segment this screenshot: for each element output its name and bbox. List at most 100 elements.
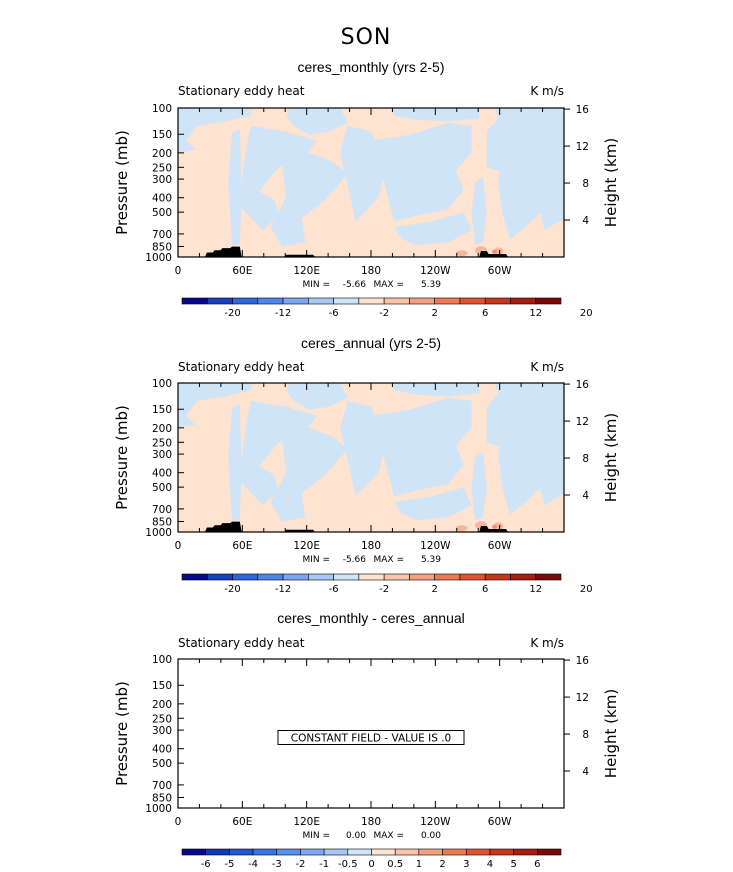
- panel-1: ceres_monthly (yrs 2-5) Stationary eddy h…: [113, 59, 620, 319]
- pressure-tick-label: 100: [152, 654, 172, 666]
- max-value: 5.39: [421, 555, 441, 565]
- colorbar-swatch: [459, 297, 486, 305]
- x-tick-label: 180: [361, 540, 381, 552]
- height-tick-label: 12: [576, 141, 589, 153]
- colorbar-swatch: [276, 848, 301, 856]
- negative-region-12: [498, 152, 541, 240]
- negative-region-6: [239, 400, 317, 506]
- pressure-tick-label: 150: [152, 129, 172, 141]
- colorbar-label: 20: [580, 308, 593, 319]
- colorbar-label: -2: [379, 584, 389, 595]
- colorbar-label: 0.5: [387, 859, 403, 870]
- colorbar-label: -6: [329, 308, 339, 319]
- x-tick-label: 0: [175, 816, 182, 828]
- colorbar-swatch: [347, 848, 372, 856]
- colorbar-label: -0.5: [338, 859, 358, 870]
- min-value: 0.00: [346, 831, 366, 841]
- right-axis-label: Height (km): [602, 689, 620, 778]
- height-tick-label: 8: [582, 729, 589, 741]
- colorbar-swatch: [181, 297, 208, 305]
- pressure-tick-label: 500: [152, 207, 172, 219]
- page-title: SON: [341, 25, 392, 50]
- colorbar-label: 3: [463, 859, 469, 870]
- right-string: K m/s: [530, 84, 564, 98]
- negative-region-11: [471, 451, 487, 521]
- negative-region-11: [471, 176, 487, 246]
- colorbar: -20 -12 -6 -2 2 6 12 20: [181, 573, 593, 595]
- topography-andes: [479, 526, 508, 532]
- negative-region-2: [286, 383, 348, 410]
- max-value: 0.00: [421, 831, 441, 841]
- negative-region-10: [394, 212, 472, 246]
- colorbar-label: 20: [580, 584, 593, 595]
- y-axis-label: Pressure (mb): [113, 681, 131, 786]
- pressure-tick-label: 400: [152, 468, 172, 480]
- negative-region-7: [270, 152, 348, 247]
- negative-region-2: [286, 108, 348, 135]
- pressure-tick-label: 100: [152, 378, 172, 390]
- colorbar-label: 5: [510, 859, 516, 870]
- height-tick-label: 12: [576, 416, 589, 428]
- topography-asia: [205, 246, 242, 257]
- min-value: -5.66: [343, 555, 367, 565]
- pressure-tick-label: 200: [152, 699, 172, 711]
- height-tick-label: 4: [582, 766, 589, 778]
- pressure-tick-label: 850: [152, 792, 172, 804]
- pressure-tick-label: 700: [152, 504, 172, 516]
- height-tick-label: 16: [576, 655, 590, 667]
- y-axis-label: Pressure (mb): [113, 130, 131, 235]
- colorbar: -6 -5 -4 -3 -2 -1 -0.5 0 0.5 1 2 3 4 5 6: [181, 848, 562, 870]
- right-axis-label: Height (km): [602, 138, 620, 227]
- pressure-tick-label: 500: [152, 482, 172, 494]
- left-string: Stationary eddy heat: [178, 360, 305, 374]
- topography-asia: [205, 521, 242, 532]
- panel-title: ceres_monthly (yrs 2-5): [297, 59, 444, 75]
- pressure-tick-label: 700: [152, 229, 172, 241]
- negative-region-4: [486, 108, 564, 231]
- pressure-tick-label: 200: [152, 423, 172, 435]
- x-tick-label: 120W: [420, 265, 451, 277]
- colorbar-swatch: [459, 573, 486, 581]
- pressure-tick-label: 400: [152, 744, 172, 756]
- height-tick-label: 16: [576, 379, 590, 391]
- colorbar-label: 6: [482, 584, 488, 595]
- constant-field-text: CONSTANT FIELD - VALUE IS .0: [291, 733, 451, 745]
- negative-region-10: [394, 487, 472, 521]
- colorbar-swatch: [205, 848, 230, 856]
- negative-region-1: [178, 383, 252, 428]
- height-tick-label: 16: [576, 104, 590, 116]
- height-tick-label: 8: [582, 453, 589, 465]
- x-tick-label: 60W: [488, 265, 512, 277]
- negative-region-7: [270, 427, 348, 522]
- colorbar-swatch: [358, 573, 385, 581]
- pressure-tick-label: 300: [152, 449, 172, 461]
- colorbar-swatch: [252, 848, 278, 856]
- max-label: MAX =: [374, 831, 405, 841]
- panel-2: ceres_annual (yrs 2-5) Stationary eddy he…: [113, 335, 620, 595]
- right-string: K m/s: [530, 636, 564, 650]
- colorbar-label: 6: [534, 859, 540, 870]
- colorbar-label: -6: [201, 859, 211, 870]
- colorbar-label: -3: [272, 859, 282, 870]
- colorbar-swatch: [181, 573, 208, 581]
- colorbar-swatch: [434, 573, 461, 581]
- colorbar-swatch: [434, 297, 461, 305]
- colorbar-swatch: [206, 297, 233, 305]
- x-tick-label: 60E: [232, 816, 252, 828]
- colorbar-label: -12: [275, 308, 291, 319]
- x-tick-label: 120W: [420, 540, 451, 552]
- colorbar-swatch: [537, 848, 562, 856]
- colorbar-swatch: [409, 297, 435, 305]
- colorbar-swatch: [465, 848, 491, 856]
- colorbar-swatch: [333, 573, 360, 581]
- colorbar-swatch: [442, 848, 467, 856]
- colorbar-swatch: [308, 573, 334, 581]
- x-tick-label: 120E: [293, 816, 320, 828]
- colorbar-swatch: [394, 848, 420, 856]
- negative-region-1: [178, 108, 252, 153]
- colorbar-label: -2: [295, 859, 305, 870]
- height-tick-label: 4: [582, 490, 589, 502]
- colorbar-swatch: [232, 297, 259, 305]
- right-string: K m/s: [530, 360, 564, 374]
- pressure-tick-label: 1000: [145, 252, 172, 264]
